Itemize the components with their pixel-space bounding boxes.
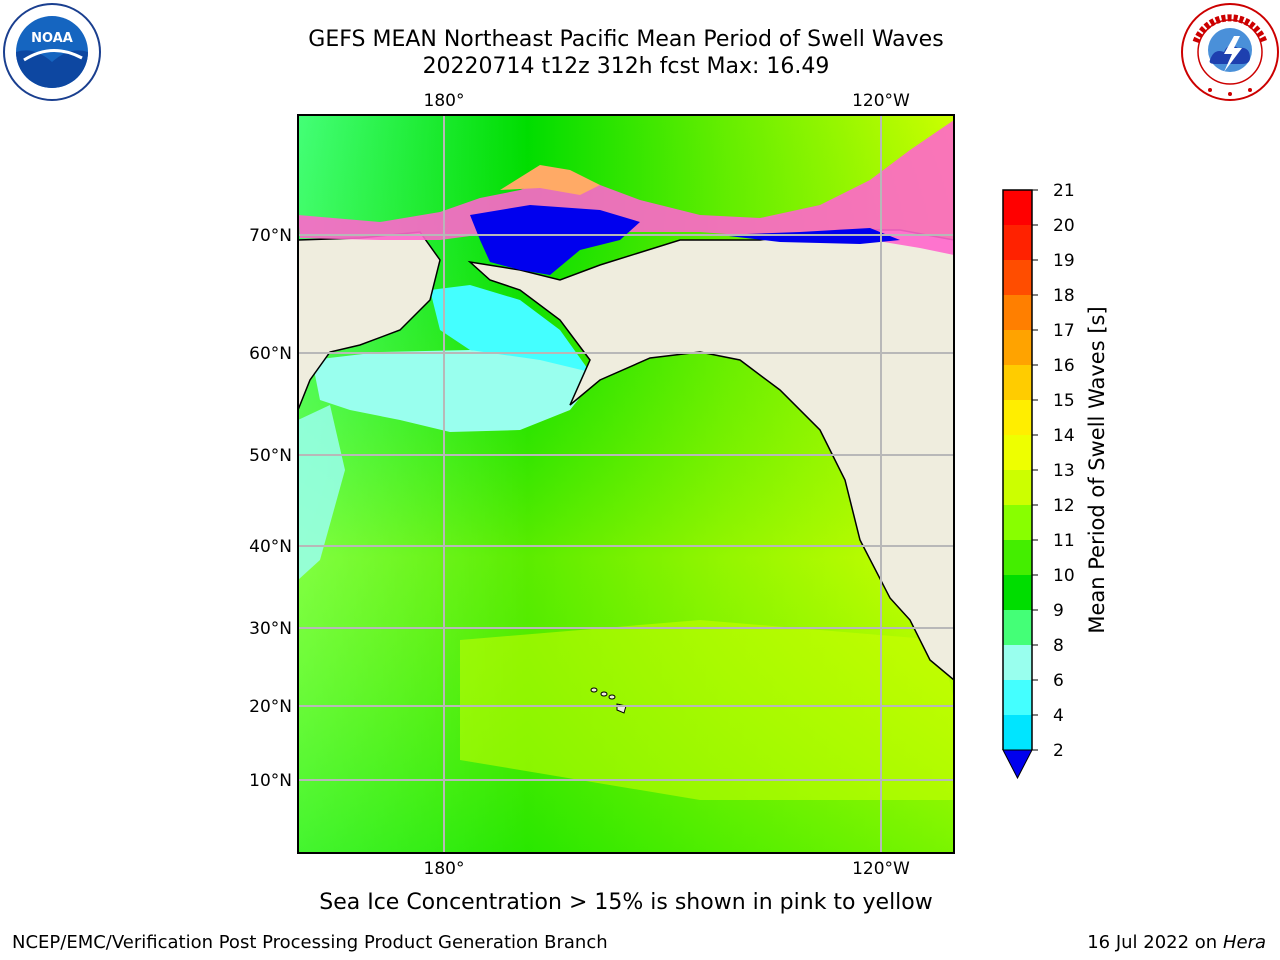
colorbar-segment [1003, 715, 1032, 750]
colorbar-segment [1003, 225, 1032, 260]
colorbar-segment [1003, 435, 1032, 470]
colorbar-segment [1003, 330, 1032, 365]
colorbar-tick-label: 15 [1053, 391, 1075, 411]
lat-label-60n: 60°N [249, 344, 292, 364]
colorbar-segment [1003, 540, 1032, 575]
colorbar-tick-label: 8 [1053, 636, 1064, 656]
map-subtitle: 20220714 t12z 312h fcst Max: 16.49 [422, 54, 830, 79]
colorbar-tick-label: 13 [1053, 461, 1075, 481]
lon-label-top-120w: 120°W [852, 91, 910, 111]
colorbar-tick-label: 18 [1053, 286, 1075, 306]
colorbar-segment [1003, 295, 1032, 330]
colorbar-tick-label: 16 [1053, 356, 1075, 376]
low-period-region-west [298, 405, 345, 580]
colorbar-segment [1003, 610, 1032, 645]
colorbar: 21 20 19 18 17 16 15 14 13 12 11 10 9 8 6 4 2 [1002, 181, 1075, 780]
colorbar-tick-label: 4 [1053, 706, 1064, 726]
colorbar-tick-label: 20 [1053, 216, 1075, 236]
lat-label-50n: 50°N [249, 446, 292, 466]
colorbar-segment [1003, 470, 1032, 505]
colorbar-tick-label: 17 [1053, 321, 1075, 341]
sea-ice-arctic-band [298, 120, 954, 255]
lon-label-bottom-120w: 120°W [852, 859, 910, 879]
nws-logo [1181, 3, 1279, 101]
colorbar-tick-label: 11 [1053, 531, 1075, 551]
lon-label-bottom-180: 180° [424, 859, 465, 879]
lat-label-30n: 30°N [249, 619, 292, 639]
colorbar-tick-label: 21 [1053, 181, 1075, 201]
colorbar-tick-label: 19 [1053, 251, 1075, 271]
arctic-ocean-blue [470, 205, 640, 275]
colorbar-tick-label: 12 [1053, 496, 1075, 516]
colorbar-segment [1003, 260, 1032, 295]
colorbar-tick-label: 2 [1053, 741, 1064, 761]
footer-date: 16 Jul 2022 on Hera [1087, 932, 1266, 953]
noaa-logo: NOAA [3, 3, 101, 101]
colorbar-segment [1003, 575, 1032, 610]
colorbar-segment [1003, 505, 1032, 540]
colorbar-segment [1003, 365, 1032, 400]
svg-text:NOAA: NOAA [31, 31, 73, 46]
colorbar-tick-label: 6 [1053, 671, 1064, 691]
colorbar-tick-label: 10 [1053, 566, 1075, 586]
colorbar-segment [1003, 400, 1032, 435]
graticule [298, 115, 954, 853]
colorbar-segment [1003, 680, 1032, 715]
land-east [467, 115, 954, 681]
colorbar-label: Mean Period of Swell Waves [s] [1085, 306, 1109, 634]
lat-label-10n: 10°N [249, 771, 292, 791]
lat-label-70n: 70°N [249, 226, 292, 246]
colorbar-extend-arrow [1002, 749, 1033, 780]
colorbar-tick-label: 9 [1053, 601, 1064, 621]
footer-credit: NCEP/EMC/Verification Post Processing Pr… [12, 932, 608, 953]
hawaii-region-yellow [460, 620, 954, 800]
footer-machine: Hera [1222, 932, 1266, 953]
map-frame [297, 114, 955, 854]
footer-date-text: 16 Jul 2022 on [1087, 932, 1223, 953]
map-title: GEFS MEAN Northeast Pacific Mean Period … [308, 27, 944, 52]
bering-strait-cyan-region [430, 285, 590, 372]
lat-label-20n: 20°N [249, 697, 292, 717]
colorbar-segment [1003, 190, 1032, 225]
bering-sea-cyan-region [312, 350, 600, 432]
colorbar-segment [1003, 645, 1032, 680]
lat-label-40n: 40°N [249, 537, 292, 557]
lon-label-top-180: 180° [424, 91, 465, 111]
sea-ice-caption: Sea Ice Concentration > 15% is shown in … [319, 890, 933, 915]
sea-ice-orange-fringe [500, 165, 600, 195]
colorbar-tick-label: 14 [1053, 426, 1075, 446]
